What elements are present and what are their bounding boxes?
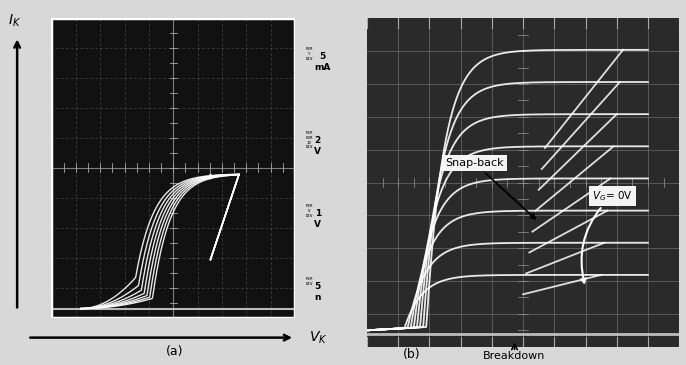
Text: $V_G$= 0V: $V_G$= 0V [581, 189, 632, 283]
Text: $I_K$: $I_K$ [8, 13, 21, 29]
Text: PER
Y
DIV: PER Y DIV [305, 47, 313, 61]
Text: (b): (b) [403, 348, 421, 361]
Text: 2
V: 2 V [314, 136, 321, 156]
Text: 5
mA: 5 mA [314, 52, 331, 72]
Text: 1
V: 1 V [314, 209, 321, 229]
Text: 5
n: 5 n [314, 282, 320, 302]
Text: (a): (a) [166, 345, 184, 358]
Text: $V_K$: $V_K$ [309, 330, 327, 346]
Text: PER
HOR
IZ
DIV: PER HOR IZ DIV [305, 131, 313, 149]
Text: Breakdown: Breakdown [484, 351, 545, 361]
Text: Snap-back: Snap-back [445, 158, 535, 219]
Text: PER
V
DIV: PER V DIV [305, 204, 313, 218]
Text: PER
DIV: PER DIV [305, 277, 313, 286]
